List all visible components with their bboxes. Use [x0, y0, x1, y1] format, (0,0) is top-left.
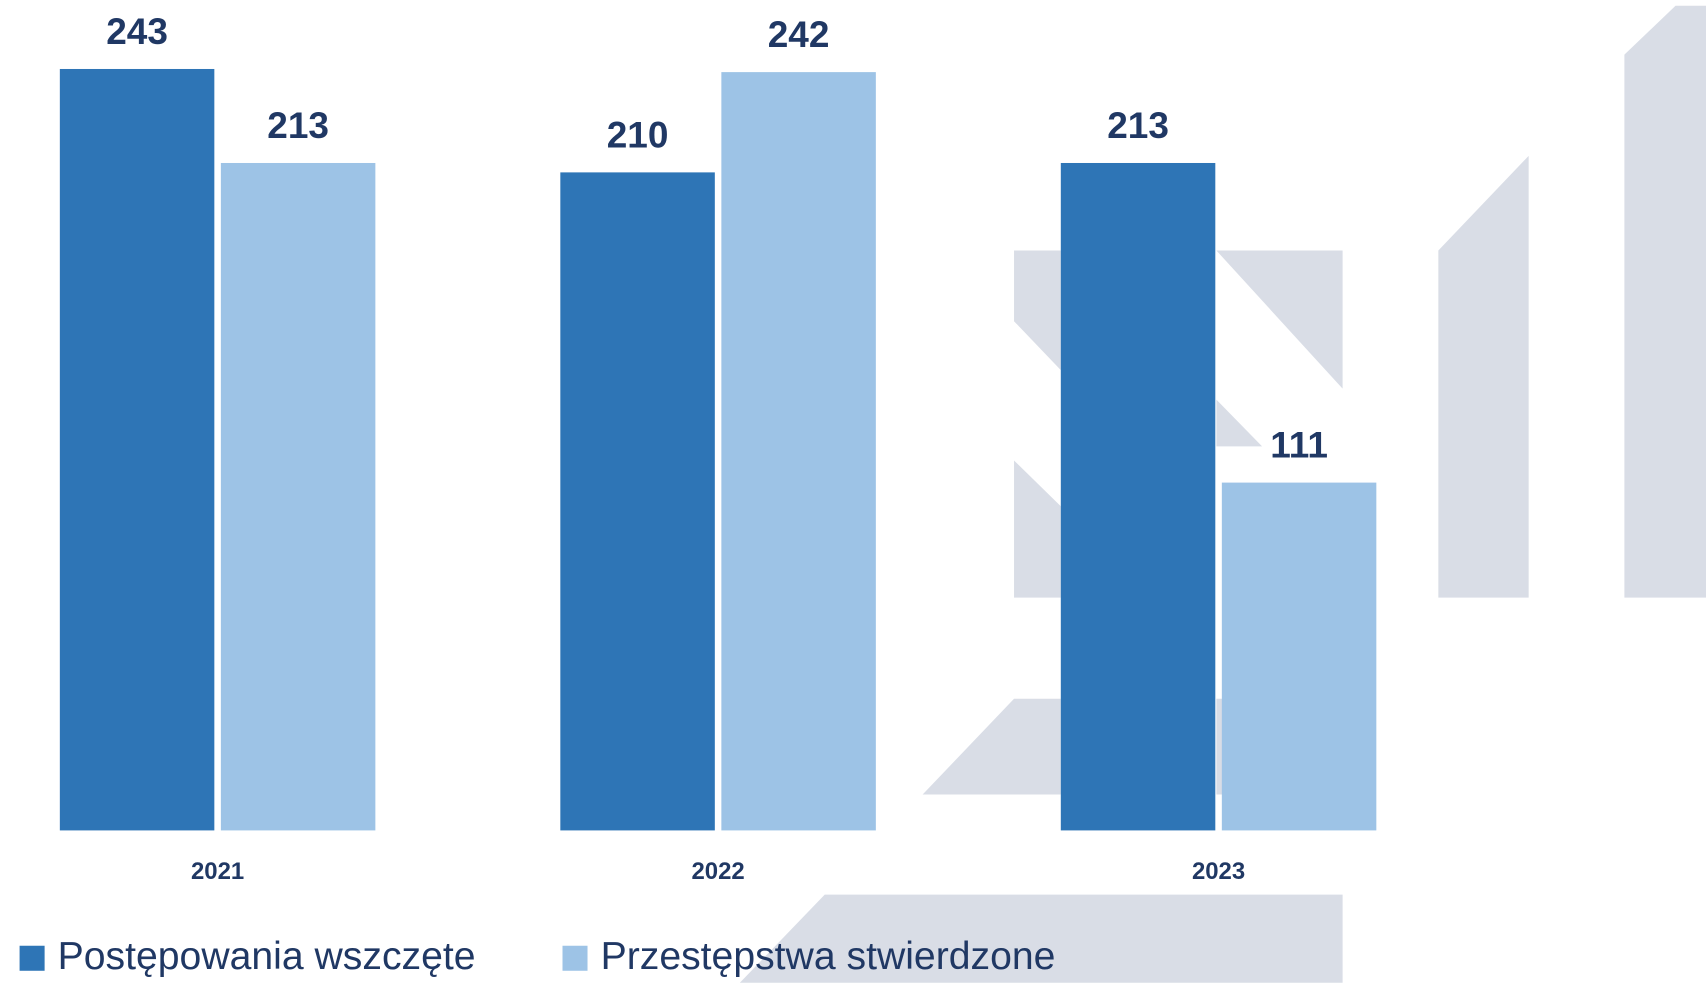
value-label: 243 [106, 11, 168, 52]
value-label: 111 [1270, 425, 1328, 466]
watermark-shape [1014, 460, 1061, 598]
watermark-shape [1624, 5, 1706, 598]
value-label: 242 [768, 14, 830, 55]
legend-swatch [19, 945, 45, 971]
bar [1221, 482, 1377, 831]
watermark-shape [1216, 399, 1263, 447]
value-label: 210 [607, 114, 669, 155]
watermark-shape [1216, 250, 1343, 389]
value-label: 213 [267, 105, 329, 146]
legend-text: Przestępstwa stwierdzone [601, 935, 1056, 978]
legend-text: Postępowania wszczęte [58, 935, 476, 978]
x-tick-label: 2022 [691, 858, 744, 885]
watermark [739, 5, 1706, 983]
watermark-shape [1014, 250, 1061, 371]
bar [1060, 162, 1216, 831]
legend-swatch [562, 945, 588, 971]
bar [59, 68, 215, 831]
value-label: 213 [1107, 105, 1169, 146]
watermark-shape [739, 894, 1343, 983]
watermark-shape [922, 698, 1061, 795]
bar [721, 72, 876, 831]
x-tick-label: 2023 [1192, 858, 1245, 885]
watermark-shape [1438, 155, 1529, 598]
bar [220, 162, 376, 831]
bar [560, 172, 715, 831]
x-tick-label: 2021 [191, 858, 244, 885]
